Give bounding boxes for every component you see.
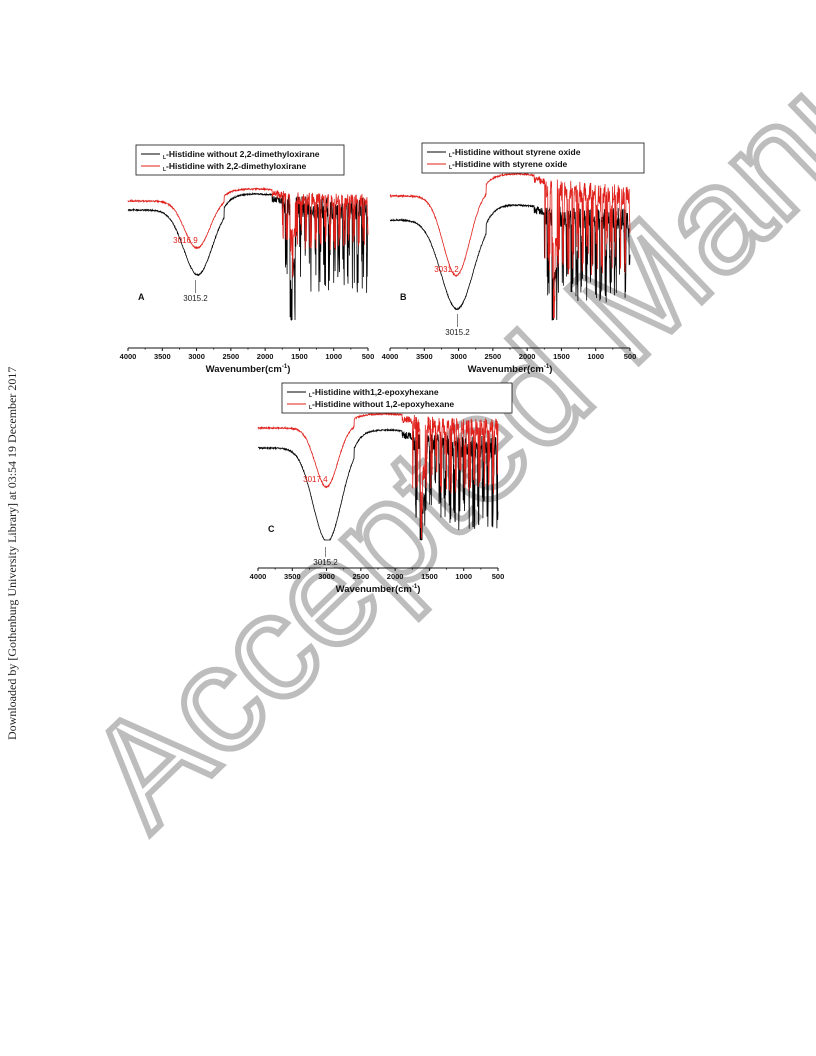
- ir-spectrum-panel-b: 4000 3500 3000 2500 2000 1500 1000 500 Wavenumbe…: [382, 142, 645, 375]
- legend-entry-1: -Histidine without 1,2-epoxyhexane: [312, 399, 454, 409]
- peak-label-1: 3015.2: [183, 294, 208, 303]
- x-tick-label-3000: 3000: [450, 352, 467, 361]
- legend-box: [421, 142, 645, 174]
- x-tick-label-4000: 4000: [382, 352, 399, 361]
- x-tick-label-2000: 2000: [257, 352, 274, 361]
- x-tick-label-1000: 1000: [587, 352, 604, 361]
- legend-prefix-1: L: [309, 405, 312, 411]
- x-tick-label-3000: 3000: [188, 352, 205, 361]
- x-tick-label-1500: 1500: [553, 352, 570, 361]
- legend-prefix-0: L: [309, 393, 312, 399]
- x-axis-title: Wavenumber(cm-1): [206, 364, 291, 375]
- x-tick-label-1500: 1500: [291, 352, 308, 361]
- x-tick-label-3000: 3000: [318, 572, 335, 581]
- panel-letter: C: [268, 524, 275, 534]
- legend-prefix-1: L: [163, 167, 166, 173]
- series-line-0: [127, 191, 369, 322]
- x-tick-label-1000: 1000: [455, 572, 472, 581]
- x-axis-title: Wavenumber(cm-1): [336, 584, 421, 595]
- peak-label-1: 3015.2: [445, 328, 470, 337]
- x-tick-label-2500: 2500: [485, 352, 502, 361]
- legend-prefix-0: L: [449, 153, 452, 159]
- series-line-1: [257, 412, 499, 539]
- x-tick-label-1500: 1500: [421, 572, 438, 581]
- download-notice-text: Downloaded by [Gothenburg University Lib…: [5, 367, 19, 740]
- x-tick-label-500: 500: [492, 572, 505, 581]
- panel-letter: A: [138, 292, 145, 302]
- x-tick-label-4000: 4000: [250, 572, 267, 581]
- series-line-0: [389, 203, 631, 321]
- legend-entry-1: -Histidine with 2,2-dimethyloxirane: [166, 161, 307, 171]
- peak-label-0: 3031.2: [434, 265, 459, 274]
- x-tick-label-3500: 3500: [154, 352, 171, 361]
- series-line-0: [257, 427, 499, 541]
- x-tick-label-3500: 3500: [416, 352, 433, 361]
- ir-spectrum-panel-a: 4000 3500 3000 2500 2000 1500 1000 500 Wavenumbe…: [120, 144, 375, 375]
- peak-label-0: 3017.4: [303, 475, 328, 484]
- legend-entry-0: -Histidine without styrene oxide: [452, 147, 581, 157]
- x-tick-label-2000: 2000: [387, 572, 404, 581]
- peak-label-1: 3015.2: [313, 558, 338, 567]
- x-axis-title: Wavenumber(cm-1): [468, 364, 553, 375]
- series-line-1: [127, 187, 369, 278]
- legend-entry-0: -Histidine without 2,2-dimethyloxirane: [166, 149, 320, 159]
- x-tick-label-2500: 2500: [353, 572, 370, 581]
- legend-box: [281, 382, 513, 414]
- legend-box: [135, 144, 345, 176]
- peak-label-0: 3016.9: [173, 236, 198, 245]
- x-tick-label-500: 500: [624, 352, 637, 361]
- download-notice: Downloaded by [Gothenburg University Lib…: [5, 367, 19, 740]
- x-tick-label-3500: 3500: [284, 572, 301, 581]
- ir-spectrum-panel-c: 4000 3500 3000 2500 2000 1500 1000 500 Wavenumbe…: [250, 382, 513, 595]
- panel-letter: B: [400, 292, 407, 302]
- legend-prefix-0: L: [163, 155, 166, 161]
- x-tick-label-2500: 2500: [223, 352, 240, 361]
- x-tick-label-2000: 2000: [519, 352, 536, 361]
- series-line-1: [389, 171, 631, 319]
- x-tick-label-4000: 4000: [120, 352, 137, 361]
- x-tick-label-500: 500: [362, 352, 375, 361]
- legend-prefix-1: L: [449, 165, 452, 171]
- legend-entry-0: -Histidine with1,2-epoxyhexane: [312, 387, 439, 397]
- legend-entry-1: -Histidine with styrene oxide: [452, 159, 568, 169]
- x-tick-label-1000: 1000: [325, 352, 342, 361]
